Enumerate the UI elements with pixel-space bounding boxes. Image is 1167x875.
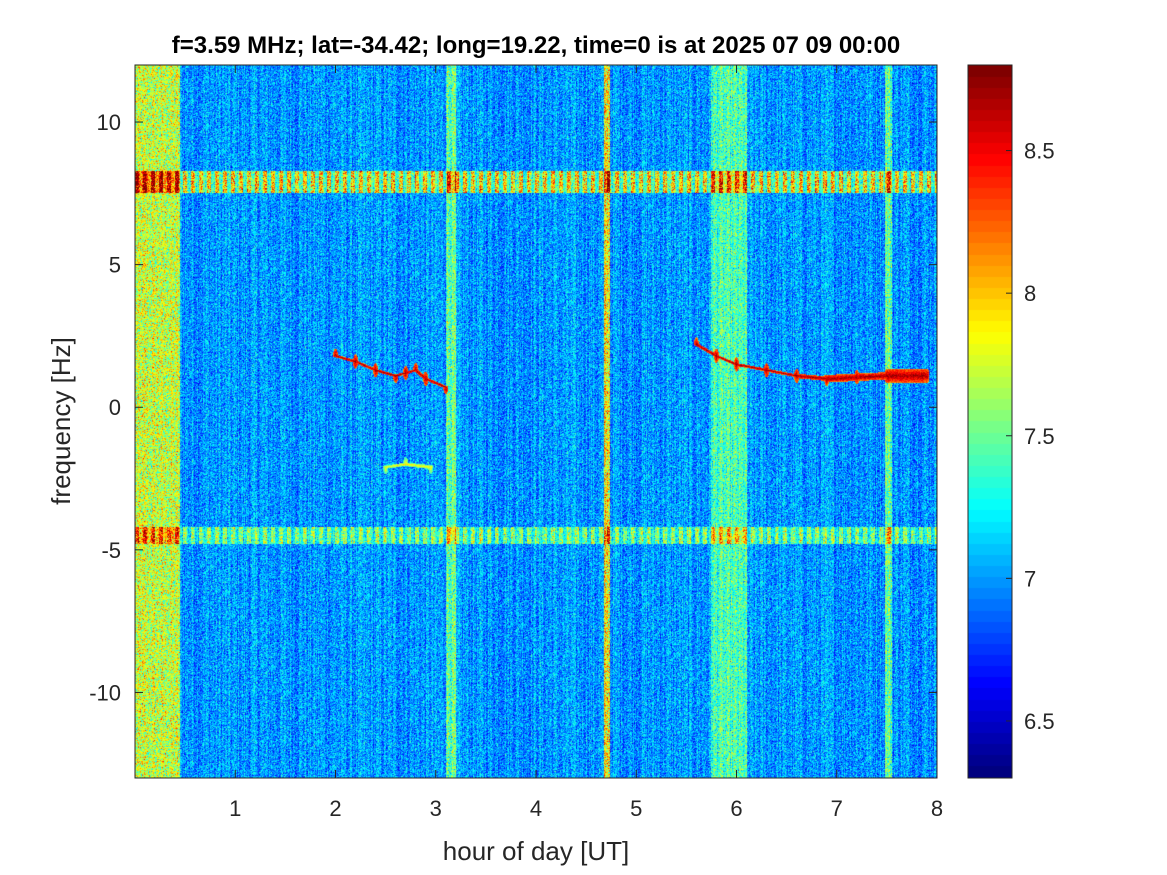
- x-tick-label: 5: [630, 796, 642, 821]
- x-tick-label: 7: [831, 796, 843, 821]
- colorbar-tick-label: 7.5: [1024, 424, 1055, 449]
- colorbar-gradient: [968, 65, 1012, 778]
- x-tick-label: 6: [730, 796, 742, 821]
- colorbar-tick-label: 8.5: [1024, 139, 1055, 164]
- y-axis: -10 -5 0 5 10: [89, 110, 937, 705]
- colorbar-tick-label: 6.5: [1024, 709, 1055, 734]
- y-axis-label: frequency [Hz]: [46, 337, 76, 505]
- colorbar-axis: 6.5 7 7.5 8 8.5: [1006, 139, 1055, 734]
- colorbar: 6.5 7 7.5 8 8.5: [967, 64, 1055, 779]
- x-tick-label: 1: [229, 796, 241, 821]
- colorbar-border: [967, 64, 1013, 779]
- colorbar-tick-label: 7: [1024, 566, 1036, 591]
- chart-title: f=3.59 MHz; lat=-34.42; long=19.22, time…: [172, 32, 900, 59]
- y-tick-label: 5: [109, 253, 121, 278]
- plot-area: [134, 64, 938, 779]
- x-axis: 1 2 3 4 5 6 7 8: [229, 65, 943, 821]
- y-tick-label: 0: [109, 395, 121, 420]
- x-axis-label: hour of day [UT]: [443, 836, 629, 866]
- x-tick-label: 8: [931, 796, 943, 821]
- y-tick-label: 10: [97, 110, 121, 135]
- x-tick-label: 2: [329, 796, 341, 821]
- y-tick-label: -5: [101, 538, 121, 563]
- x-tick-label: 3: [430, 796, 442, 821]
- y-tick-label: -10: [89, 680, 121, 705]
- spectrogram-heatmap: [135, 65, 937, 778]
- colorbar-tick-label: 8: [1024, 281, 1036, 306]
- x-tick-label: 4: [530, 796, 542, 821]
